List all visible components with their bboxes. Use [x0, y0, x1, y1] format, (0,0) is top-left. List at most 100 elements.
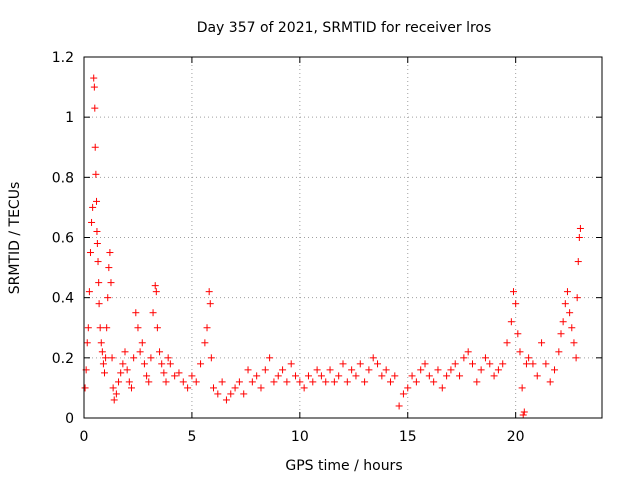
data-point [374, 360, 382, 368]
data-point [214, 390, 222, 398]
data-point [94, 258, 102, 266]
y-tick-label: 0.6 [52, 231, 74, 247]
data-point [369, 354, 377, 362]
data-point [90, 74, 98, 82]
data-point [95, 300, 103, 308]
data-point [95, 279, 103, 287]
data-point [486, 360, 494, 368]
y-tick-label: 0.4 [52, 291, 74, 307]
data-point [573, 294, 581, 302]
data-point [566, 309, 574, 317]
data-point [425, 372, 433, 380]
data-point [507, 318, 515, 326]
data-point [92, 170, 100, 178]
data-point [149, 309, 157, 317]
data-point [179, 378, 187, 386]
data-point [205, 288, 213, 296]
data-point [481, 354, 489, 362]
data-point [231, 384, 239, 392]
y-tick-label: 0.2 [52, 351, 74, 367]
data-point [158, 360, 166, 368]
data-point [93, 197, 101, 205]
data-point [512, 300, 520, 308]
data-point [575, 234, 583, 241]
data-point [572, 354, 580, 362]
data-point [210, 384, 217, 392]
data-point [386, 378, 394, 386]
data-point [103, 324, 111, 332]
data-point [348, 366, 356, 374]
data-point [130, 354, 138, 362]
data-point [456, 372, 464, 380]
y-tick-label: 0.8 [52, 170, 74, 186]
data-point [107, 279, 115, 287]
data-point [105, 264, 113, 272]
data-point [378, 372, 386, 380]
data-point [551, 366, 559, 374]
data-point [145, 378, 153, 386]
data-point [395, 402, 403, 410]
y-tick-label: 0 [65, 411, 74, 427]
data-point [222, 396, 230, 404]
data-point [568, 324, 576, 332]
data-point [151, 282, 159, 290]
data-point [201, 339, 209, 347]
data-point [175, 369, 183, 377]
data-point [138, 339, 146, 347]
y-axis-ticks: 0 0.2 0.4 0.6 0.8 1 1.2 [52, 50, 602, 427]
data-point [430, 378, 438, 386]
data-point [574, 258, 582, 266]
data-point [102, 354, 110, 362]
data-point [207, 354, 215, 362]
data-point [510, 288, 518, 296]
x-axis-ticks: 0 5 10 15 20 [80, 57, 525, 445]
data-point [533, 372, 541, 380]
x-tick-label: 10 [291, 429, 309, 445]
data-point [473, 378, 481, 386]
data-point [561, 300, 569, 308]
data-point [339, 360, 347, 368]
data-point [365, 366, 373, 374]
data-point [516, 348, 524, 356]
data-point [143, 372, 151, 380]
data-point [160, 369, 168, 377]
data-point [274, 372, 282, 380]
data-point [244, 366, 252, 374]
data-point [469, 360, 476, 368]
data-point [171, 372, 179, 380]
data-point [382, 366, 390, 374]
data-points [81, 74, 584, 419]
data-point [563, 288, 571, 296]
data-point [391, 372, 399, 380]
data-point [555, 348, 563, 356]
data-point [257, 384, 265, 392]
data-point [162, 378, 170, 386]
data-point [147, 354, 155, 362]
data-point [576, 224, 584, 232]
data-point [123, 366, 131, 374]
data-point [91, 143, 99, 151]
data-point [399, 390, 407, 398]
data-point [525, 354, 533, 362]
data-point [477, 366, 485, 374]
data-point [559, 318, 567, 326]
data-point [117, 369, 125, 377]
data-point [514, 330, 522, 338]
data-point [296, 378, 304, 386]
data-point [192, 378, 200, 386]
data-point [522, 360, 530, 368]
data-point [412, 378, 420, 386]
data-point [356, 360, 364, 368]
data-point [443, 372, 451, 380]
data-point [184, 384, 192, 392]
data-point [121, 348, 129, 356]
data-point [343, 378, 351, 386]
data-point [152, 288, 160, 296]
data-point [83, 339, 91, 347]
data-point [317, 372, 325, 380]
data-point [490, 372, 498, 380]
data-point [326, 366, 334, 374]
data-point [132, 309, 140, 317]
data-point [235, 378, 243, 386]
data-point [421, 360, 429, 368]
